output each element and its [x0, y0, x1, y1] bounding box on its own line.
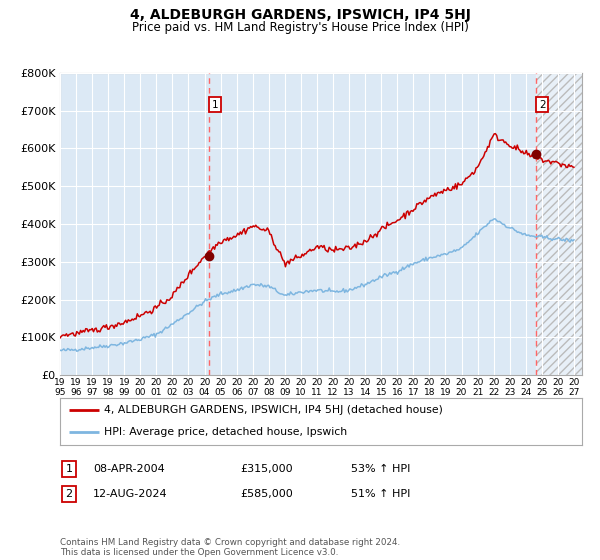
Text: 1: 1: [212, 100, 219, 110]
Text: Contains HM Land Registry data © Crown copyright and database right 2024.
This d: Contains HM Land Registry data © Crown c…: [60, 538, 400, 557]
Text: 2: 2: [65, 489, 73, 499]
Text: 51% ↑ HPI: 51% ↑ HPI: [351, 489, 410, 499]
Text: 4, ALDEBURGH GARDENS, IPSWICH, IP4 5HJ (detached house): 4, ALDEBURGH GARDENS, IPSWICH, IP4 5HJ (…: [104, 405, 443, 416]
Text: Price paid vs. HM Land Registry's House Price Index (HPI): Price paid vs. HM Land Registry's House …: [131, 21, 469, 34]
Text: 12-AUG-2024: 12-AUG-2024: [93, 489, 167, 499]
Bar: [536, 73, 582, 375]
Text: £585,000: £585,000: [240, 489, 293, 499]
Text: 1: 1: [65, 464, 73, 474]
Text: 4, ALDEBURGH GARDENS, IPSWICH, IP4 5HJ: 4, ALDEBURGH GARDENS, IPSWICH, IP4 5HJ: [130, 8, 470, 22]
Text: HPI: Average price, detached house, Ipswich: HPI: Average price, detached house, Ipsw…: [104, 427, 347, 437]
Bar: [536, 73, 582, 375]
Text: 08-APR-2004: 08-APR-2004: [93, 464, 165, 474]
Text: 2: 2: [539, 100, 545, 110]
Text: 53% ↑ HPI: 53% ↑ HPI: [351, 464, 410, 474]
Text: £315,000: £315,000: [240, 464, 293, 474]
